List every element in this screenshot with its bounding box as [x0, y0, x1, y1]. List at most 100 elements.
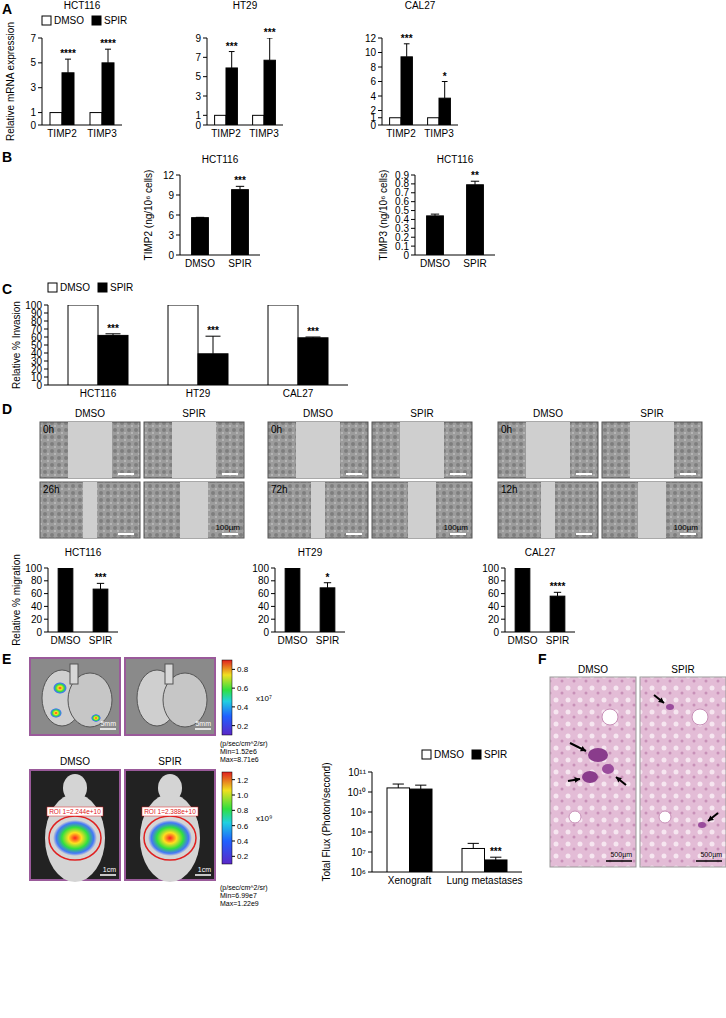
tick-label: 2 [370, 105, 376, 116]
error-bar [468, 843, 479, 848]
tick [44, 321, 48, 322]
chart: 01357HCT116Relative mRNA expressionTIMP2… [5, 0, 127, 141]
micrograph [40, 482, 140, 538]
column-label: SPIR [182, 408, 205, 419]
arrow-head [658, 697, 664, 703]
roi-label: ROI 1=2.244e+10 [49, 808, 101, 815]
error-bar [105, 49, 111, 63]
bar [253, 115, 264, 125]
bar [58, 568, 73, 632]
tick-label: 6 [370, 76, 376, 87]
tick-label: 40 [258, 601, 270, 612]
scale-label: 100µm [443, 523, 468, 532]
tick [44, 580, 48, 581]
micrograph [498, 422, 598, 478]
y-axis [207, 38, 208, 125]
time-label: 72h [271, 484, 288, 495]
category-label: Xenograft [388, 875, 432, 886]
wound-gap [408, 482, 436, 538]
tick [501, 593, 505, 594]
colorbar-tick-label: 0.6 [237, 684, 249, 693]
category-label: TIMP3 [424, 128, 454, 139]
tick-label: 40 [488, 601, 500, 612]
significance: *** [226, 41, 238, 52]
category-label: HCT116 [80, 388, 117, 399]
bar [467, 185, 484, 255]
scale-bar [100, 874, 116, 876]
error-bar [267, 38, 273, 60]
legend-swatch [472, 750, 481, 759]
scale-bar [100, 728, 116, 730]
tick [368, 792, 372, 793]
tick [378, 67, 382, 68]
scale-bar [118, 473, 134, 475]
category-label: DMSO [51, 635, 81, 646]
tick [411, 246, 415, 247]
wound-gap [296, 422, 340, 478]
bar [439, 98, 450, 125]
tick [411, 237, 415, 238]
chart: 0124681012CAL27TIMP2TIMP3**** [365, 0, 458, 139]
time-label: 0h [271, 424, 282, 435]
tick-label: 0 [36, 627, 42, 638]
tick-label: 1 [30, 107, 36, 118]
category-label: TIMP2 [47, 128, 77, 139]
error-bar [490, 857, 501, 860]
tick-label: 1 [195, 110, 201, 121]
tick [378, 117, 382, 118]
y-label: Relative mRNA expression [5, 22, 16, 141]
legend-swatch [98, 283, 107, 292]
lung-image [125, 658, 215, 735]
error-bar [431, 214, 439, 216]
error-bar [442, 82, 448, 99]
tick-label: 0 [195, 120, 201, 131]
column-label: DMSO [75, 408, 105, 419]
legend-label: SPIR [110, 282, 133, 293]
column-label: DMSO [578, 664, 608, 675]
colorbar-tick [232, 810, 235, 811]
tick [501, 568, 505, 569]
colorbar-tick-label: 1.2 [237, 776, 249, 785]
arrow [708, 813, 718, 821]
tick [176, 215, 180, 216]
error-bar [236, 186, 244, 189]
wound-gap [638, 482, 666, 538]
column-label: SPIR [671, 664, 694, 675]
tick [378, 125, 382, 126]
micrograph [602, 482, 702, 538]
legend-swatch [422, 750, 431, 759]
mouse-head [158, 774, 182, 802]
tick [44, 313, 48, 314]
tick-label: 3 [30, 82, 36, 93]
roi-box [142, 807, 198, 816]
bar [215, 115, 226, 125]
bar [90, 113, 102, 125]
tick-label: 80 [488, 575, 500, 586]
category-label: DMSO [420, 258, 450, 269]
bar [98, 335, 128, 385]
scale-label: 5mm [100, 720, 116, 727]
bar [168, 305, 198, 385]
tick [38, 125, 42, 126]
scale-bar [222, 473, 238, 475]
scale-label: 100µm [215, 523, 240, 532]
vessel [692, 709, 708, 725]
chart: 020406080100HCT116Relative % migrationDM… [11, 547, 118, 646]
scale-label: 500µm [700, 851, 722, 859]
scale-bar [696, 860, 722, 862]
tick-label: 0 [168, 250, 174, 261]
scale-label: 1cm [198, 866, 211, 873]
tick-label: 20 [488, 614, 500, 625]
time-label: 12h [501, 484, 518, 495]
tick [44, 377, 48, 378]
tick [44, 353, 48, 354]
colorbar [222, 660, 232, 735]
bar [550, 596, 565, 632]
roi-box [47, 807, 103, 816]
metastasis [588, 748, 608, 762]
marks [390, 44, 451, 125]
mouse-head [63, 774, 87, 802]
tick-label: 8 [370, 62, 376, 73]
signal [53, 682, 67, 694]
tick-label: 9 [168, 190, 174, 201]
